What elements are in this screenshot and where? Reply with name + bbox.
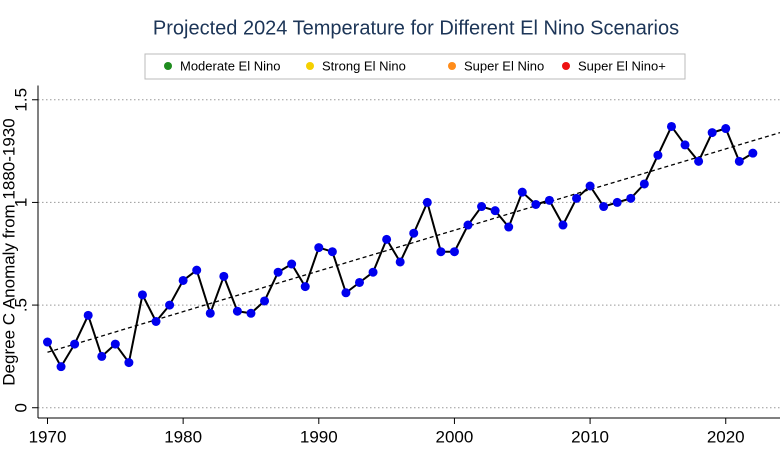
data-point	[626, 193, 636, 203]
data-point	[368, 267, 378, 277]
data-point	[572, 193, 582, 203]
legend-marker	[448, 62, 456, 70]
data-point	[246, 308, 256, 318]
data-line	[46, 124, 754, 369]
data-point	[327, 247, 337, 257]
data-point	[585, 181, 595, 191]
data-point	[599, 202, 609, 212]
data-point	[490, 206, 500, 216]
data-point	[83, 310, 93, 320]
legend-label: Super El Nino	[464, 58, 544, 73]
y-tick-label: 1	[11, 198, 30, 207]
legend-label: Super El Nino+	[578, 58, 666, 73]
y-axis-label: Degree C Anomaly from 1880-1930	[0, 118, 18, 385]
data-point	[341, 288, 351, 298]
x-tick-label: 2000	[436, 427, 474, 446]
data-point	[477, 202, 487, 212]
data-point	[56, 362, 66, 372]
y-tick-label: .5	[11, 298, 30, 312]
x-tick-label: 1980	[164, 427, 202, 446]
data-point	[680, 140, 690, 150]
data-point	[42, 337, 52, 347]
data-point	[449, 247, 459, 257]
y-tick-label: 0	[11, 403, 30, 412]
data-point	[694, 156, 704, 166]
data-point	[531, 199, 541, 209]
x-tick-label: 2010	[571, 427, 609, 446]
data-point	[192, 265, 202, 275]
legend-marker	[306, 62, 314, 70]
data-point	[436, 247, 446, 257]
data-point	[219, 271, 229, 281]
legend-marker	[164, 62, 172, 70]
data-point	[124, 358, 134, 368]
data-point	[395, 257, 405, 267]
trend-line	[47, 131, 780, 353]
data-point	[748, 148, 758, 158]
y-tick-label: 1.5	[11, 88, 30, 112]
data-point	[734, 156, 744, 166]
data-point	[178, 275, 188, 285]
data-point	[544, 195, 554, 205]
data-point	[639, 179, 649, 189]
legend-marker	[562, 62, 570, 70]
x-tick-label: 2020	[707, 427, 745, 446]
chart-title: Projected 2024 Temperature for Different…	[153, 17, 679, 39]
data-point	[260, 296, 270, 306]
data-point	[110, 339, 120, 349]
legend-label: Strong El Nino	[322, 58, 406, 73]
x-tick-label: 1990	[300, 427, 338, 446]
data-point	[232, 306, 242, 316]
data-point	[558, 220, 568, 230]
data-point	[137, 290, 147, 300]
data-point	[151, 317, 161, 327]
data-point	[653, 150, 663, 160]
legend-label: Moderate El Nino	[180, 58, 280, 73]
x-tick-label: 1970	[29, 427, 67, 446]
data-point	[612, 197, 622, 207]
data-point	[205, 308, 215, 318]
legend-box	[144, 53, 686, 80]
data-point	[721, 124, 731, 134]
data-point	[409, 228, 419, 238]
data-point	[666, 121, 676, 131]
data-point	[70, 339, 80, 349]
data-point	[382, 234, 392, 244]
data-point	[463, 220, 473, 230]
data-point	[300, 282, 310, 292]
data-point	[97, 351, 107, 361]
data-point	[165, 300, 175, 310]
data-point	[422, 197, 432, 207]
data-point	[354, 277, 364, 287]
data-point	[707, 128, 717, 138]
data-point	[504, 222, 514, 232]
data-point	[273, 267, 283, 277]
data-point	[314, 243, 324, 253]
data-point	[287, 259, 297, 269]
data-point	[517, 187, 527, 197]
